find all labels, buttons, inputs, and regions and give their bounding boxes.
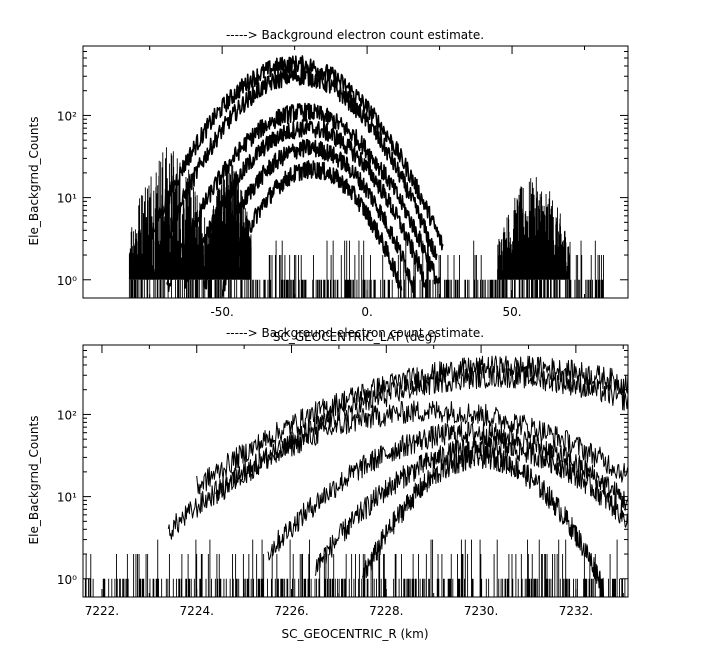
y-tick-label: 10⁰ [57, 274, 77, 288]
y-axis-label-r: Ele_Backgrnd_Counts [27, 416, 41, 545]
plot-frame-r [82, 344, 629, 598]
baseline-noise [84, 539, 626, 597]
series-line-0 [145, 55, 444, 252]
series-line-4 [203, 138, 416, 295]
x-tick-label: -50. [210, 305, 233, 319]
panel-lat: -----> Background electron count estimat… [27, 28, 629, 344]
chart-title-lat: -----> Background electron count estimat… [226, 28, 484, 42]
y-tick-label: 10² [57, 109, 77, 123]
series-line-2 [167, 400, 628, 540]
panel-r: -----> Background electron count estimat… [27, 326, 629, 641]
x-tick-label: 7228. [369, 604, 403, 618]
y-axis-label-lat: Ele_Backgrnd_Counts [27, 117, 41, 246]
series-line-2 [166, 102, 441, 293]
y-tick-label: 10¹ [57, 491, 77, 505]
axis-ticks-lat: -50. 0. 50. 10⁰ 10¹ 10² [57, 45, 628, 319]
x-tick-label: 7232. [559, 604, 593, 618]
x-tick-label: 7224. [180, 604, 214, 618]
data-traces-r [84, 355, 628, 597]
x-tick-label: 7230. [464, 604, 498, 618]
y-tick-label: 10¹ [57, 192, 77, 206]
series-line-1 [157, 67, 438, 263]
x-tick-label: 7226. [274, 604, 308, 618]
series-line-3 [267, 421, 628, 561]
x-axis-label-lat: SC_GEOCENTRIC_LAT (deg) [273, 330, 437, 344]
series-line-5 [221, 159, 403, 297]
plot-frame-lat [82, 45, 629, 299]
series-line-3 [184, 118, 429, 295]
axis-ticks-r: 7222. 7224. 7226. 7228. 7230. 7232. 10⁰ 10¹ 10² [57, 344, 628, 618]
y-tick-label: 10⁰ [57, 573, 77, 587]
y-tick-label: 10² [57, 408, 77, 422]
data-traces-lat [128, 55, 604, 298]
x-axis-label-r: SC_GEOCENTRIC_R (km) [282, 627, 429, 641]
series-line-0 [196, 355, 628, 495]
noise-cluster-2 [497, 177, 571, 280]
x-tick-label: 50. [502, 305, 521, 319]
x-tick-label: 7222. [85, 604, 119, 618]
series-line-5 [362, 445, 605, 597]
x-tick-label: 0. [361, 305, 372, 319]
chart-title-r: -----> Background electron count estimat… [226, 326, 484, 340]
